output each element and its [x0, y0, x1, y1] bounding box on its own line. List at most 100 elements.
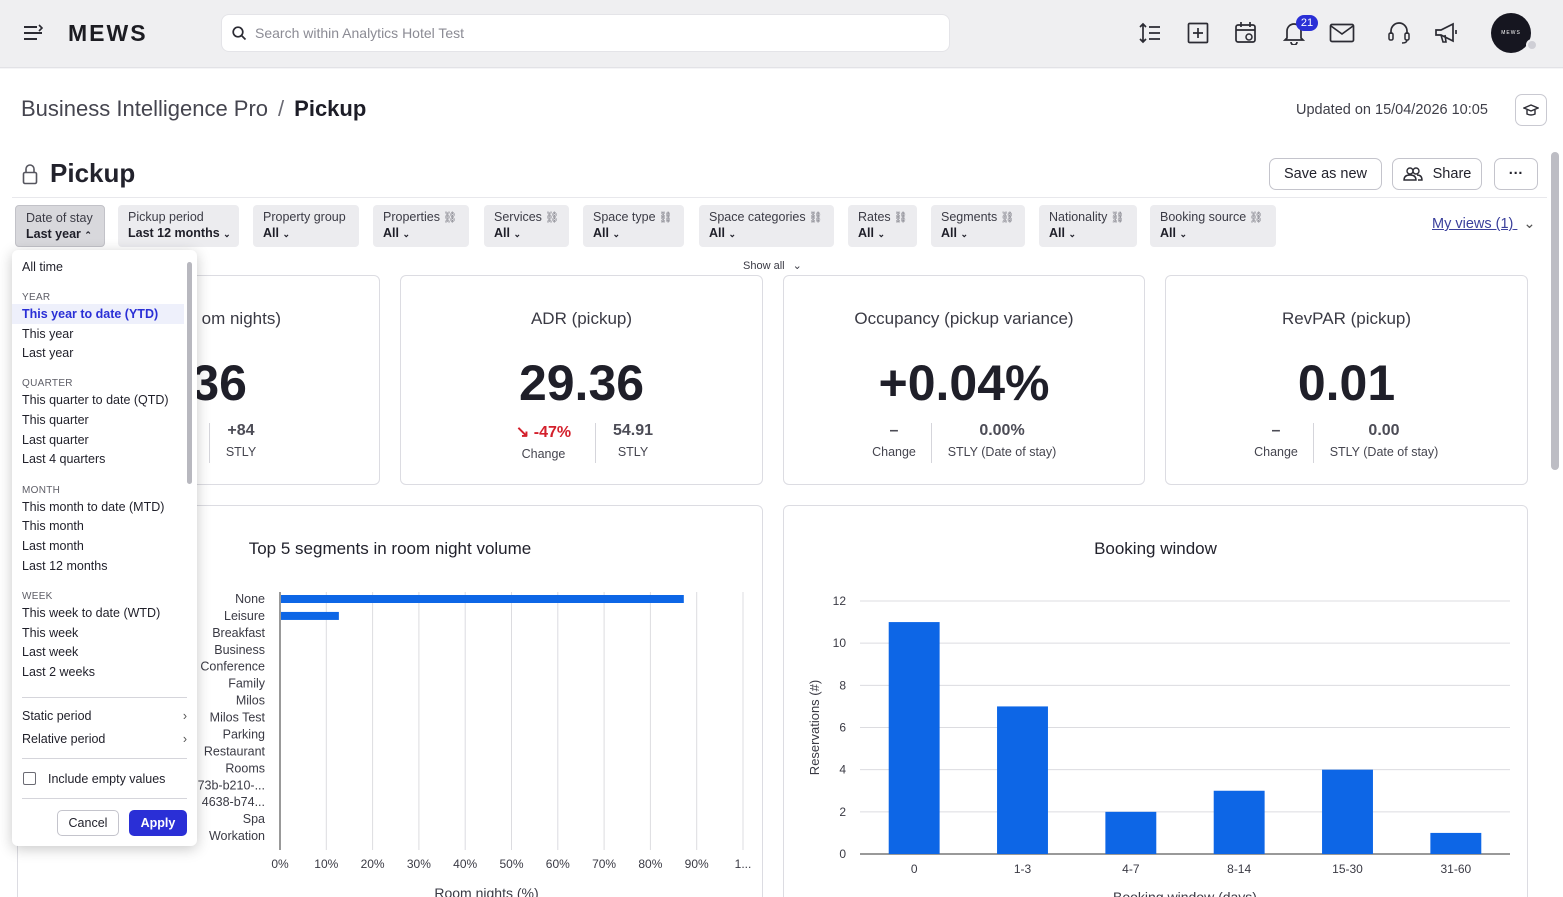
my-views-dropdown[interactable]: My views (1) ⌄: [1432, 216, 1536, 232]
users-icon: [1402, 167, 1423, 181]
cancel-button[interactable]: Cancel: [57, 810, 119, 836]
save-as-new-button[interactable]: Save as new: [1269, 158, 1382, 190]
filter-label: Booking source: [1160, 210, 1247, 224]
option-static-period[interactable]: Static period ›: [22, 709, 187, 723]
include-empty-checkbox[interactable]: [23, 772, 36, 785]
chevron-down-icon: ⌄: [282, 229, 291, 239]
filter-space-type[interactable]: Space type ⛓ All ⌄: [583, 205, 684, 247]
user-avatar[interactable]: MEWS: [1491, 13, 1531, 53]
search-input[interactable]: [255, 15, 935, 51]
chevron-right-icon: ›: [182, 709, 187, 723]
chart-title: Top 5 segments in room night volume: [248, 539, 532, 558]
density-icon[interactable]: [1138, 21, 1162, 45]
option-relative-period[interactable]: Relative period ›: [22, 732, 187, 746]
link-icon: ⛓: [442, 212, 457, 224]
filter-rates[interactable]: Rates ⛓ All ⌄: [848, 205, 917, 247]
divider: [209, 423, 210, 463]
filter-value: All: [709, 226, 725, 240]
bar: [997, 706, 1048, 854]
stly-value: 0.00%: [979, 422, 1025, 439]
y-tick-label: 10: [833, 636, 847, 650]
announcement-megaphone-icon[interactable]: [1434, 21, 1460, 45]
chevron-down-icon: ⌄: [223, 229, 231, 239]
share-button[interactable]: Share: [1392, 158, 1482, 190]
kpi-card-adr: ADR (pickup) 29.36 ↘ -47% Change 54.91 STL…: [400, 275, 763, 485]
kpi-title: Occupancy (pickup variance): [854, 309, 1074, 328]
filter-segments[interactable]: Segments ⛓ All ⌄: [931, 205, 1025, 247]
filter-nationality[interactable]: Nationality ⛓ All ⌄: [1039, 205, 1137, 247]
top-bar: MEWS 21 MEWS: [0, 0, 1563, 68]
category-label: Milos: [236, 694, 265, 708]
filter-properties[interactable]: Properties ⛓ All ⌄: [373, 205, 469, 247]
global-search[interactable]: [221, 14, 950, 52]
filter-services[interactable]: Services ⛓ All ⌄: [484, 205, 569, 247]
filter-space-categories[interactable]: Space categories ⛓ All ⌄: [699, 205, 834, 247]
category-label: Rooms: [225, 761, 265, 775]
option-last-month[interactable]: Last month: [22, 539, 84, 553]
chevron-down-icon: ⌄: [1068, 229, 1077, 239]
lock-icon: [21, 163, 39, 185]
mail-icon[interactable]: [1329, 21, 1355, 45]
category-label: 4638-b74...: [202, 795, 265, 809]
share-label: Share: [1432, 166, 1472, 182]
filter-date-of-stay[interactable]: Date of stay Last year ⌃: [15, 205, 105, 247]
kpi-title: ADR (pickup): [530, 309, 633, 328]
chevron-down-icon: ⌄: [728, 229, 737, 239]
academy-button[interactable]: [1515, 94, 1547, 126]
dropdown-scrollbar[interactable]: [187, 262, 192, 484]
kpi-value: 0.01: [1297, 355, 1396, 411]
filter-pickup-period[interactable]: Pickup period Last 12 months ⌄: [118, 205, 239, 247]
breadcrumb: Business Intelligence Pro / Pickup: [21, 96, 366, 122]
option-last-2-weeks[interactable]: Last 2 weeks: [22, 665, 95, 679]
option-last-4-quarters[interactable]: Last 4 quarters: [22, 452, 106, 466]
calendar-view-icon[interactable]: [1234, 21, 1258, 45]
option-week-wtd[interactable]: This week to date (WTD): [22, 606, 161, 620]
option-this-year[interactable]: This year: [22, 327, 74, 341]
x-axis-label: Room nights (%): [434, 885, 538, 897]
option-last-year[interactable]: Last year: [22, 346, 74, 360]
option-last-quarter[interactable]: Last quarter: [22, 433, 89, 447]
option-last-week[interactable]: Last week: [22, 645, 79, 659]
add-icon[interactable]: [1186, 21, 1210, 45]
change-value: -47%: [533, 424, 572, 441]
report-title: Pickup: [50, 158, 136, 188]
change-value: –: [889, 422, 899, 439]
option-month-mtd[interactable]: This month to date (MTD): [22, 500, 165, 514]
option-quarter-qtd[interactable]: This quarter to date (QTD): [22, 393, 169, 407]
last-updated-text: Updated on 15/04/2026 10:05: [1296, 102, 1488, 118]
divider: [22, 758, 187, 759]
option-last-12-months[interactable]: Last 12 months: [22, 559, 108, 573]
group-heading-year: YEAR: [22, 292, 51, 303]
chart-title: Booking window: [1094, 539, 1217, 558]
x-tick-label: 0%: [271, 857, 289, 871]
link-icon: ⛓: [808, 212, 823, 224]
option-this-month[interactable]: This month: [22, 519, 84, 533]
support-headset-icon[interactable]: [1387, 21, 1411, 45]
x-tick-label: 40%: [453, 857, 477, 871]
bar: [281, 611, 339, 620]
option-all-time[interactable]: All time: [22, 260, 63, 274]
option-this-quarter[interactable]: This quarter: [22, 413, 89, 427]
more-options-button[interactable]: ···: [1494, 158, 1538, 190]
status-indicator: [1526, 39, 1538, 51]
graduation-cap-icon: [1523, 104, 1539, 116]
filter-booking-source[interactable]: Booking source ⛓ All ⌄: [1150, 205, 1276, 247]
stly-label: STLY: [617, 445, 649, 459]
chevron-down-icon: ⌄: [877, 229, 886, 239]
change-value: –: [1271, 422, 1281, 439]
menu-icon[interactable]: [22, 22, 44, 44]
bar: [1322, 769, 1373, 854]
option-year-ytd[interactable]: This year to date (YTD): [22, 307, 159, 321]
x-tick-label: 80%: [638, 857, 662, 871]
apply-button[interactable]: Apply: [129, 810, 187, 836]
show-all-toggle[interactable]: Show all ⌄: [743, 259, 802, 272]
brand-logo[interactable]: MEWS: [68, 20, 148, 46]
filter-property-group[interactable]: Property group All ⌄: [253, 205, 359, 247]
breadcrumb-parent[interactable]: Business Intelligence Pro: [21, 96, 269, 121]
page-scrollbar[interactable]: [1551, 152, 1559, 470]
stly-value: +84: [227, 422, 255, 439]
divider: [22, 697, 187, 698]
option-this-week[interactable]: This week: [22, 626, 79, 640]
link-icon: ⛓: [658, 212, 673, 224]
group-heading-quarter: QUARTER: [22, 378, 73, 389]
